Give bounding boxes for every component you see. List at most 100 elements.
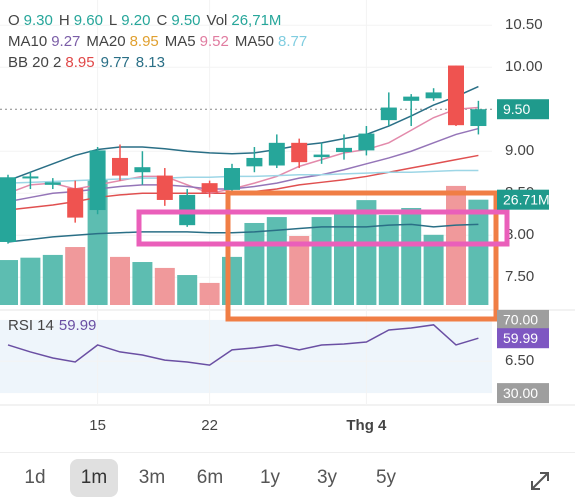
legend-label: L [108, 12, 118, 29]
legend-value: 9.30 [23, 12, 53, 29]
legend-label: Vol [206, 12, 228, 29]
volume-bar [87, 180, 108, 305]
y-tick-label: 10.50 [505, 16, 543, 33]
legend-value: 9.52 [199, 33, 229, 50]
legend-label: BB 20 2 [8, 54, 62, 71]
rsi-label: RSI 14 59.99 [8, 317, 96, 334]
legend: O 9.30 H 9.60 L 9.20 C 9.50 Vol 26,71M MA10 9.27 MA2… [8, 10, 313, 73]
candle-body [112, 157, 128, 176]
candle-body [67, 188, 84, 218]
rsi-tick-tag: 30.00 [497, 383, 549, 404]
candle-body [44, 182, 61, 185]
range-button[interactable]: 5y [375, 467, 397, 488]
candle-body [291, 142, 308, 163]
candle-body [425, 92, 442, 99]
rsi-value-tag-text: 59.99 [503, 330, 538, 346]
volume-tag: 26.71M [497, 189, 550, 210]
volume-bar [199, 282, 220, 305]
y-tick-label: 8.00 [505, 226, 534, 243]
indicator-line [7, 106, 479, 195]
volume-bar [132, 262, 153, 305]
rsi-value: 59.99 [59, 317, 97, 334]
candle-body [380, 107, 397, 121]
indicator-line [7, 223, 479, 243]
range-button[interactable]: 1y [259, 467, 281, 488]
candle-body [0, 177, 16, 242]
volume-bar [334, 209, 354, 305]
expand-icon-layer [531, 472, 549, 490]
volume-bar [177, 275, 198, 305]
candle-body [268, 142, 285, 166]
candle-body [313, 154, 330, 158]
legend-label: O [8, 12, 20, 29]
last-price-tag: 9.50 [497, 99, 549, 120]
candle-body [134, 167, 151, 173]
legend-row: O 9.30 H 9.60 L 9.20 C 9.50 Vol 26,71M [8, 10, 313, 31]
legend-label: C [156, 12, 168, 29]
indicator-line [7, 169, 479, 184]
rsi-tick-tag-bg [497, 383, 549, 404]
volume-bar [289, 235, 310, 305]
rsi-tick-tag-bg [497, 309, 549, 330]
legend-label: MA5 [164, 33, 196, 50]
legend-label: MA50 [234, 33, 275, 50]
legend-value: 8.77 [278, 33, 308, 50]
legend-value: 9.60 [73, 12, 103, 29]
annotation-box [136, 209, 510, 247]
candle-body [201, 183, 218, 193]
candle-body [224, 168, 240, 190]
rsi-name: RSI 14 [8, 317, 54, 334]
expand-icon[interactable] [531, 472, 549, 490]
volume-bar [154, 267, 175, 305]
legend-value: 9.77 [100, 54, 130, 71]
x-tick-label: Thg 4 [346, 417, 387, 434]
legend-value: 9.27 [51, 33, 81, 50]
range-button[interactable]: 6m [196, 467, 224, 488]
volume-bar [423, 234, 444, 305]
legend-label: MA20 [86, 33, 126, 50]
volume-bar [65, 247, 86, 305]
range-button[interactable]: 1m [70, 459, 118, 497]
volume-bar [356, 200, 377, 305]
legend-label: MA10 [8, 33, 48, 50]
volume-tag-bg [497, 189, 549, 210]
rsi-tick-tag: 70.00 [497, 309, 549, 330]
volume-bar [378, 215, 399, 305]
range-button[interactable]: 1d [24, 467, 46, 488]
legend-row: BB 20 2 8.95 9.77 8.13 [8, 52, 313, 73]
volume-bar [222, 256, 242, 305]
legend-value: 8.95 [65, 54, 95, 71]
range-button[interactable]: 3y [316, 467, 338, 488]
annotation-box [225, 190, 499, 322]
rsi-value-tag: 59.99 [497, 328, 549, 349]
volume-bar [110, 256, 130, 305]
legend-row: MA10 9.27 MA20 8.95 MA5 9.52 MA50 8.77 [8, 31, 313, 52]
candle-body [22, 176, 39, 179]
indicator-line [7, 85, 479, 182]
candle-body [336, 147, 352, 153]
volume-bar [266, 217, 287, 305]
volume-bar [311, 217, 332, 305]
volume-bar [244, 222, 265, 305]
rsi-tick-tag-text: 30.00 [503, 385, 538, 401]
legend-value: 9.50 [171, 12, 201, 29]
volume-bar [42, 254, 63, 305]
candle-body [358, 133, 375, 151]
rsi-value-tag-bg [497, 328, 549, 349]
rsi-tick-tag-text: 70.00 [503, 312, 538, 328]
legend-value: 8.95 [129, 33, 159, 50]
volume-bar [0, 260, 18, 305]
legend-label: H [58, 12, 70, 29]
last-price-tag-text: 9.50 [503, 101, 530, 117]
candle-body [448, 65, 464, 126]
volume-bar [401, 207, 422, 305]
x-tick-label: 15 [89, 417, 106, 434]
indicator-line [7, 127, 479, 203]
candle-body [246, 157, 263, 167]
range-button[interactable]: 3m [138, 467, 166, 488]
rsi-line [7, 324, 479, 366]
y-tick-label: 9.00 [505, 142, 534, 159]
candle-body [470, 109, 487, 127]
